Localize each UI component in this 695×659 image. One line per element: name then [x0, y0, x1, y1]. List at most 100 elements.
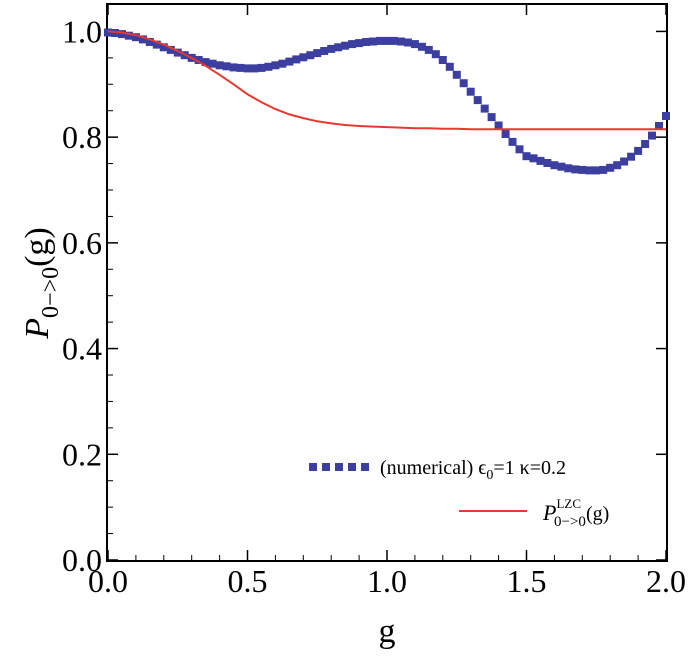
series-numerical-point: [159, 43, 168, 52]
series-numerical-point: [390, 36, 398, 45]
y-axis-title-sub: 0−>0: [38, 267, 64, 318]
series-numerical-point: [592, 166, 601, 175]
y-tick-labels: 0.0 0.2 0.4 0.6 0.8 1.0: [62, 13, 102, 578]
y-tick-label: 0.8: [62, 119, 102, 155]
series-numerical-point: [585, 166, 594, 175]
series-numerical-point: [557, 162, 566, 171]
series-numerical-point: [369, 37, 378, 46]
series-numerical-point: [138, 35, 147, 44]
series-numerical-point: [620, 157, 629, 166]
legend-numerical-marker-square: [348, 463, 356, 471]
series-numerical-point: [480, 104, 489, 113]
series-numerical-point: [403, 38, 412, 47]
series-numerical-point: [278, 59, 287, 68]
y-tick-label: 1.0: [62, 13, 102, 49]
legend-lzc-tail: (g): [586, 503, 609, 525]
legend-numerical-label: (numerical) ϵ0=1 κ=0.2: [380, 457, 566, 483]
y-axis-title-base: P: [19, 318, 56, 340]
series-LZC-line: [107, 30, 666, 131]
series-numerical-point: [355, 39, 364, 48]
series-numerical-point: [508, 137, 517, 146]
series-numerical-point: [320, 47, 329, 55]
series-numerical-point: [299, 53, 308, 62]
series-numerical-point: [550, 161, 559, 170]
series-numerical-point: [522, 152, 531, 161]
series-numerical-point: [362, 38, 371, 46]
series-numerical-point: [173, 48, 182, 57]
series-numerical-point: [459, 79, 468, 88]
legend-lzc-label: PLZC 0−>0(g): [542, 496, 609, 530]
y-axis-title-tail: (g): [19, 227, 56, 267]
series-numerical-point: [334, 43, 343, 52]
y-tick-label: 0.4: [62, 331, 102, 367]
x-tick-label: 0.5: [228, 563, 268, 599]
series-numerical-point: [529, 154, 538, 163]
series-numerical-point: [341, 41, 350, 50]
legend-numerical-eps: ϵ: [478, 457, 486, 479]
x-tick-labels: 0.0 0.5 1.0 1.5 2.0: [88, 563, 686, 599]
series-numerical-point: [648, 131, 656, 140]
series-numerical-point: [201, 58, 210, 67]
legend-lzc-base: P: [542, 500, 556, 525]
series-numerical-point: [487, 113, 496, 122]
series-numerical-point: [166, 45, 175, 54]
series-numerical-point: [348, 40, 357, 49]
series-numerical-point: [131, 33, 140, 42]
series-numerical-point: [515, 145, 524, 154]
series-numerical-point: [599, 165, 608, 174]
series-numerical-point: [634, 146, 643, 155]
series-numerical-point: [383, 36, 391, 45]
series-numerical-point: [578, 165, 587, 174]
legend-numerical-marker: [309, 463, 369, 471]
series-numerical-point: [327, 44, 336, 53]
series-numerical-point: [285, 57, 294, 66]
legend-lzc-sup: LZC: [556, 496, 581, 511]
series-numerical-point: [208, 59, 217, 68]
legend-numerical-rest: =1 κ=0.2: [493, 457, 566, 479]
series-numerical-point: [424, 45, 433, 54]
series-numerical-point: [145, 38, 154, 46]
y-tick-label: 0.0: [62, 542, 102, 578]
series-numerical-point: [452, 70, 461, 79]
series-numerical-point: [494, 121, 503, 130]
series-numerical-point: [431, 50, 440, 59]
plot-frame: [106, 3, 668, 562]
y-tick-label: 0.6: [62, 225, 102, 261]
series-numerical-point: [438, 56, 447, 64]
legend-numerical-marker-square: [309, 463, 317, 471]
series-numerical-point: [313, 49, 322, 58]
series-numerical-point: [571, 165, 580, 174]
series-numerical-point: [194, 56, 203, 64]
x-axis-title: g: [379, 613, 396, 650]
legend-numerical-marker-square: [322, 463, 330, 471]
series-numerical-point: [118, 30, 126, 39]
series-numerical-point: [271, 61, 280, 70]
series-numerical-point: [250, 64, 259, 73]
y-axis-title: P0−>0(g): [19, 227, 64, 340]
series-numerical-point: [257, 63, 266, 72]
series-layer: [104, 28, 670, 175]
series-numerical-point: [613, 161, 622, 170]
series-numerical-point: [222, 62, 231, 71]
series-numerical-point: [501, 130, 510, 138]
series-numerical-point: [662, 112, 670, 120]
series-numerical-point: [306, 51, 315, 60]
legend-numerical-marker-square: [361, 463, 369, 471]
series-numerical-point: [376, 36, 384, 45]
series-numerical-point: [473, 96, 482, 105]
series-numerical-point: [641, 140, 650, 148]
series-numerical-point: [243, 64, 252, 73]
series-numerical-point: [111, 29, 119, 37]
series-numerical-point: [236, 63, 245, 72]
series-numerical-point: [606, 163, 615, 172]
series-numerical-point: [292, 55, 301, 64]
series-numerical-point: [410, 40, 419, 49]
series-numerical-point: [229, 63, 238, 72]
series-numerical-point: [445, 62, 454, 71]
series-numerical-point: [124, 31, 133, 40]
series-numerical-point: [627, 152, 636, 161]
series-numerical-point: [152, 40, 161, 49]
series-numerical-point: [564, 164, 573, 173]
legend-numerical-eps-sub: 0: [486, 468, 493, 483]
